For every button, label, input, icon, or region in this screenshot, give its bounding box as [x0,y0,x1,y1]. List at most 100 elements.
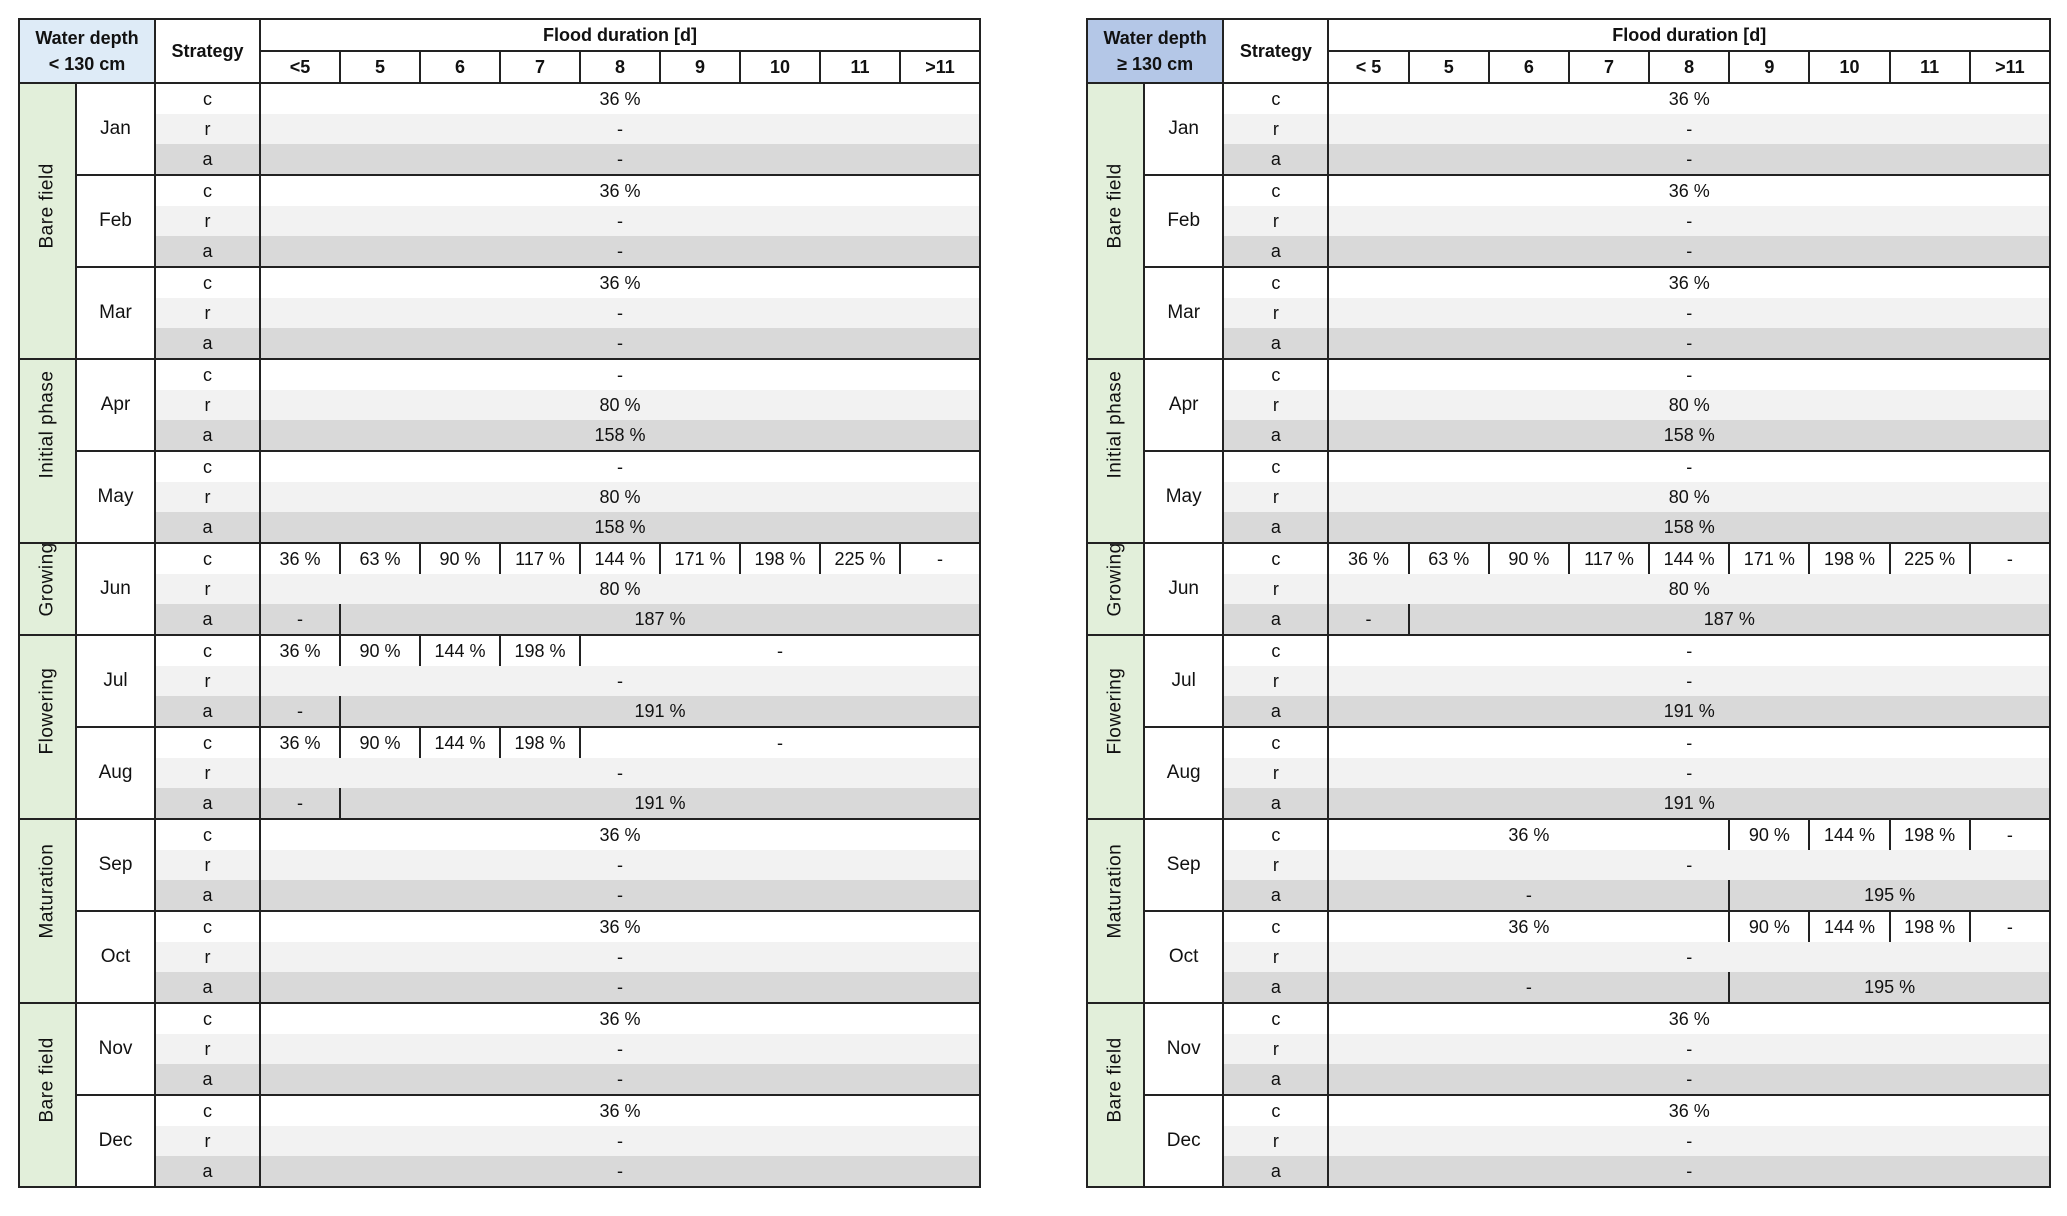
value-cell: 36 % [1328,1002,2050,1034]
strategy-cell: c [154,450,261,482]
value-cell: - [260,1126,981,1156]
strategy-header: Strategy [154,18,261,84]
strategy-cell: a [1222,1064,1330,1095]
table-row: Oct c 36 % [19,910,981,1004]
table-row: r- [1087,206,2050,236]
water-depth-label: Water depth [1103,28,1207,48]
strategy-cell: r [154,942,261,972]
value-cell: 195 % [1728,880,2050,911]
table-row: Bare field Nov c 36 % [18,1002,981,1188]
strategy-cell: r [1222,666,1330,696]
value-cell: 191 % [1328,696,2050,727]
strategy-cell: r [1222,206,1330,236]
value-cell: - [1328,144,2050,175]
strategy-cell: r [154,390,261,420]
month-cell: Jan [1143,82,1225,176]
value-cell: - [1328,1064,2050,1095]
duration-header: 11 [1888,50,1971,84]
value-cell: - [1328,236,2050,267]
table-row: a- [1087,328,2050,359]
header-row: Water depth < 130 cm Strategy Flood duratio… [18,18,982,84]
table-row: r 80 % [1087,390,2050,420]
duration-header: 9 [1728,50,1811,84]
value-cell: 171 % [1728,542,1810,574]
strategy-cell: a [1222,512,1330,543]
duration-header: 5 [1407,50,1490,84]
table-row: r- [1087,942,2050,972]
table-row: a- [19,328,981,359]
duration-header: 8 [1648,50,1731,84]
strategy-cell: c [1222,266,1330,298]
strategy-cell: c [1222,634,1330,666]
strategy-cell: r [1222,390,1330,420]
value-cell: 90 % [1728,818,1810,850]
phase-label: Flowering [1104,667,1126,755]
table-row: Mar c 36 % [19,266,981,360]
value-cell: - [260,298,981,328]
strategy-cell: r [154,482,261,512]
table-row: a 191 % [1087,788,2050,819]
value-cell: - [1968,542,2050,574]
strategy-cell: r [1222,850,1330,880]
value-cell: 158 % [260,420,981,451]
value-cell: 144 % [1648,542,1730,574]
value-cell: 36 % [260,634,340,666]
table-row: r- [1087,758,2050,788]
value-cell: 144 % [419,726,500,758]
table-row: r- [1087,666,2050,696]
strategy-cell: c [154,634,261,666]
value-cell: - [260,1064,981,1095]
value-cell: 171 % [659,542,740,574]
value-cell: 187 % [1407,604,2050,635]
table-row: a- [19,1064,981,1095]
phase-cell: Bare field [1085,1002,1146,1188]
table-row: Flowering Jul c 36 % 90 % 144 % 198 % - [18,634,981,820]
strategy-cell: c [1222,1002,1330,1034]
value-cell: - [260,604,340,635]
table-row: a- [19,144,981,175]
value-cell: - [260,206,981,236]
value-cell: - [1328,634,2050,666]
water-depth-header: Water depth ≥ 130 cm [1085,18,1225,84]
strategy-header: Strategy [1222,18,1330,84]
table-row: r- [19,666,981,696]
duration-header: >11 [898,50,982,84]
value-cell: - [260,850,981,880]
table-row: r 80 % [1087,574,2050,604]
value-cell: 36 % [1328,82,2050,114]
table-row: Mar c 36 % [1087,266,2050,360]
strategy-cell: c [154,726,261,758]
value-cell: - [260,788,340,819]
value-cell: - [1328,604,1409,635]
duration-header-row: < 5 5 6 7 8 9 10 11 >11 [1087,50,2052,84]
value-cell: 158 % [260,512,981,543]
month-cell: Nov [1143,1002,1225,1096]
duration-header: 8 [579,50,661,84]
flood-duration-header: Flood duration [d] [1327,18,2051,52]
phase-label: Bare field [1104,163,1126,249]
phase-label: Bare field [36,163,58,249]
table-row: Maturation Sep c 36 % 90 % 144 % 198 % - [1085,818,2050,1004]
phase-label: Bare field [36,1037,58,1123]
value-cell: 80 % [260,482,981,512]
value-cell: 117 % [1567,542,1650,574]
strategy-cell: r [154,850,261,880]
value-cell: 36 % [1328,1094,2050,1126]
table-row: Dec c 36 % [1087,1094,2050,1188]
value-cell: - [1328,1034,2050,1064]
strategy-cell: c [154,266,261,298]
strategy-cell: c [154,358,261,390]
phase-cell: Growing [18,542,77,636]
table-row: r 80 % [19,482,981,512]
value-cell: 90 % [1487,542,1569,574]
strategy-cell: c [1222,726,1330,758]
strategy-cell: c [1222,358,1330,390]
strategy-cell: c [1222,1094,1330,1126]
strategy-cell: c [1222,542,1330,574]
strategy-cell: c [1222,818,1330,850]
value-cell: - [1328,942,2050,972]
strategy-cell: a [154,144,261,175]
month-cell: Sep [1143,818,1225,912]
value-cell: - [260,328,981,359]
value-cell: - [1328,758,2050,788]
